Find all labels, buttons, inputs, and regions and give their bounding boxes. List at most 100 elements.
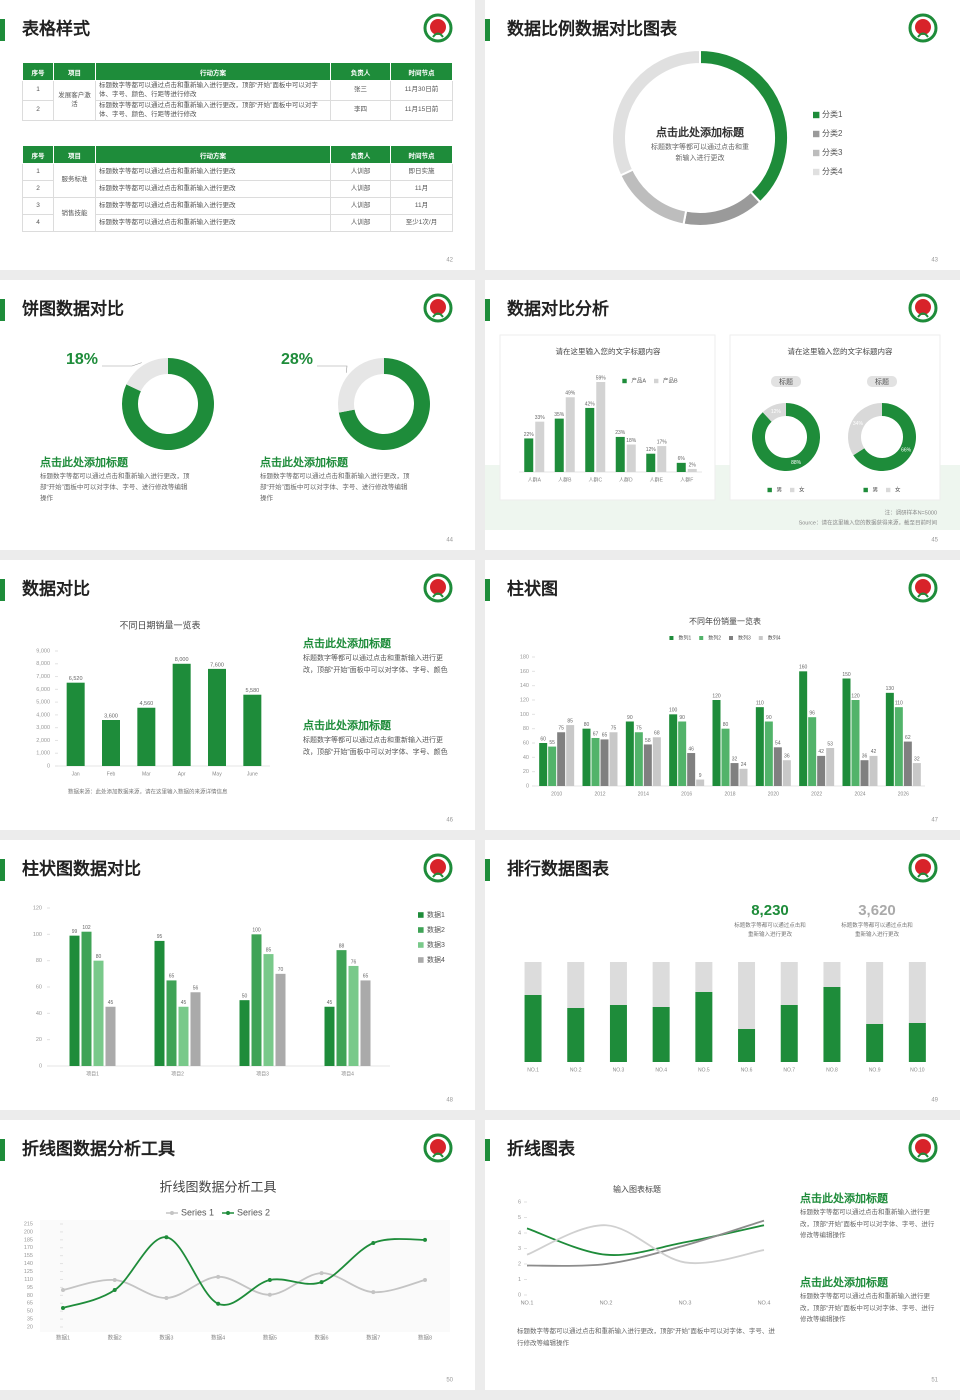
data-label: 4,560 [139, 701, 153, 707]
data-label: 75 [611, 726, 617, 732]
x-tick-label: 数据6 [315, 1333, 329, 1341]
logo-core [915, 579, 931, 595]
x-tick-label: 2014 [638, 791, 649, 797]
label: 标题 [875, 377, 889, 386]
table-row: 3 销售技能 标题数字等都可以通过点击和重新输入进行更改 人训部 11月 [22, 197, 453, 232]
legend-marker [226, 1211, 230, 1215]
legend-label: 数列2 [708, 634, 721, 641]
bar [69, 935, 80, 1066]
x-tick-label: 数据7 [366, 1333, 380, 1341]
bar-segment [652, 1007, 670, 1062]
page-number: 44 [446, 538, 453, 544]
legend-marker [418, 942, 424, 948]
legend-label: 产品B [663, 376, 678, 384]
bar-segment [908, 1023, 926, 1062]
bar [360, 980, 371, 1066]
bar [535, 421, 545, 472]
table-row: 1 服务标准 标题数字等都可以通过点击和重新输入进行更改 人训部 即日实施 [22, 163, 453, 198]
data-label: 42 [871, 749, 877, 755]
title-accent [485, 19, 490, 41]
table-row: 2 标题数字等都可以通过点击和重新输入进行更改 人训部 11月 [22, 180, 453, 198]
slide-title: 数据对比 [22, 578, 90, 598]
data-label: 75 [636, 726, 642, 732]
stat-text: 标题数字等都可以通过点击和重新输入进行更改 [841, 923, 913, 939]
data-label: 110 [895, 700, 903, 706]
data-label: 28% [281, 351, 313, 368]
bar [243, 694, 262, 766]
bar-segment [609, 962, 627, 1005]
bar [669, 714, 678, 786]
legend-marker [418, 912, 424, 918]
chart-title: 请在这里输入您的文字标题内容 [788, 346, 893, 356]
header-row: 序号 项目 行动方案 负责人 时间节点 [22, 62, 453, 81]
bar [524, 438, 534, 472]
y-tick-label: 155 [24, 1253, 33, 1259]
data-label: 80 [584, 722, 590, 728]
center-text: 标题数字等都可以通过点击和重新输入进行更改 [651, 144, 749, 163]
page-number: 42 [446, 258, 453, 264]
point [112, 1277, 117, 1282]
legend-label: 数列1 [678, 634, 691, 641]
data-label: 18% [626, 438, 637, 444]
legend-label: 女 [799, 485, 805, 493]
legend-label: 数据3 [427, 940, 445, 949]
bar [102, 720, 120, 766]
data-label: 22% [524, 432, 535, 438]
bar-segment [823, 962, 841, 987]
cell-deadline: 11月30日前 [390, 80, 453, 101]
legend-label: 分类2 [822, 128, 843, 138]
header-cell: 行动方案 [95, 145, 331, 164]
cell-number: 3 [22, 197, 54, 215]
cell-action: 标题数字等都可以通过点击和重新输入进行更改 [95, 214, 331, 232]
point [164, 1295, 169, 1300]
y-tick-label: 200 [24, 1229, 33, 1235]
x-tick-label: 人群E [650, 476, 664, 483]
bar [860, 760, 869, 786]
logo-core [915, 1139, 931, 1155]
data-label: 46 [688, 746, 694, 752]
point [371, 1290, 376, 1295]
legend-marker [654, 378, 659, 384]
point [164, 1235, 169, 1240]
label-pill [771, 376, 801, 387]
y-tick-label: 100 [33, 932, 42, 938]
bar-segment [524, 995, 542, 1062]
data-label: 55 [549, 740, 555, 746]
label-pill [867, 376, 897, 387]
data-label: 90 [679, 715, 685, 721]
bar [712, 700, 721, 786]
bar [773, 747, 782, 786]
data-label: 50 [242, 993, 248, 999]
title-accent [0, 19, 5, 41]
data-label: 90 [627, 715, 633, 721]
data-label: 5,580 [245, 688, 259, 694]
y-tick-label: 4,000 [36, 712, 50, 718]
header-cell: 项目 [53, 145, 96, 164]
data-label: 100 [252, 928, 261, 934]
y-tick-label: 80 [523, 726, 529, 732]
leader-line [317, 365, 348, 373]
x-tick-label: 2018 [724, 791, 735, 797]
logo-leaf [432, 1152, 444, 1158]
bar [336, 950, 347, 1066]
bar [817, 755, 826, 786]
x-tick-label: 数据3 [159, 1333, 173, 1341]
header-cell: 时间节点 [390, 145, 453, 164]
legend: 产品A 产品B [622, 376, 678, 384]
header-cell: 序号 [22, 62, 54, 81]
x-tick-label: Mar [142, 771, 151, 777]
y-tick-label: 1 [518, 1277, 521, 1283]
slide-title: 折线图表 [507, 1138, 576, 1158]
header-cell: 负责人 [330, 145, 391, 164]
x-tick-label: NO.1 [527, 1067, 539, 1073]
donut-slice [338, 358, 431, 451]
x-tick-label: 2024 [854, 791, 865, 797]
data-label: 65 [602, 733, 608, 739]
data-label: 2% [689, 462, 697, 468]
x-tick-label: Feb [107, 771, 116, 777]
donut-slice [751, 403, 820, 471]
block-heading: 点击此处添加标题 [303, 720, 391, 732]
cell-owner: 人训部 [330, 214, 391, 232]
y-tick-label: 60 [523, 740, 529, 746]
